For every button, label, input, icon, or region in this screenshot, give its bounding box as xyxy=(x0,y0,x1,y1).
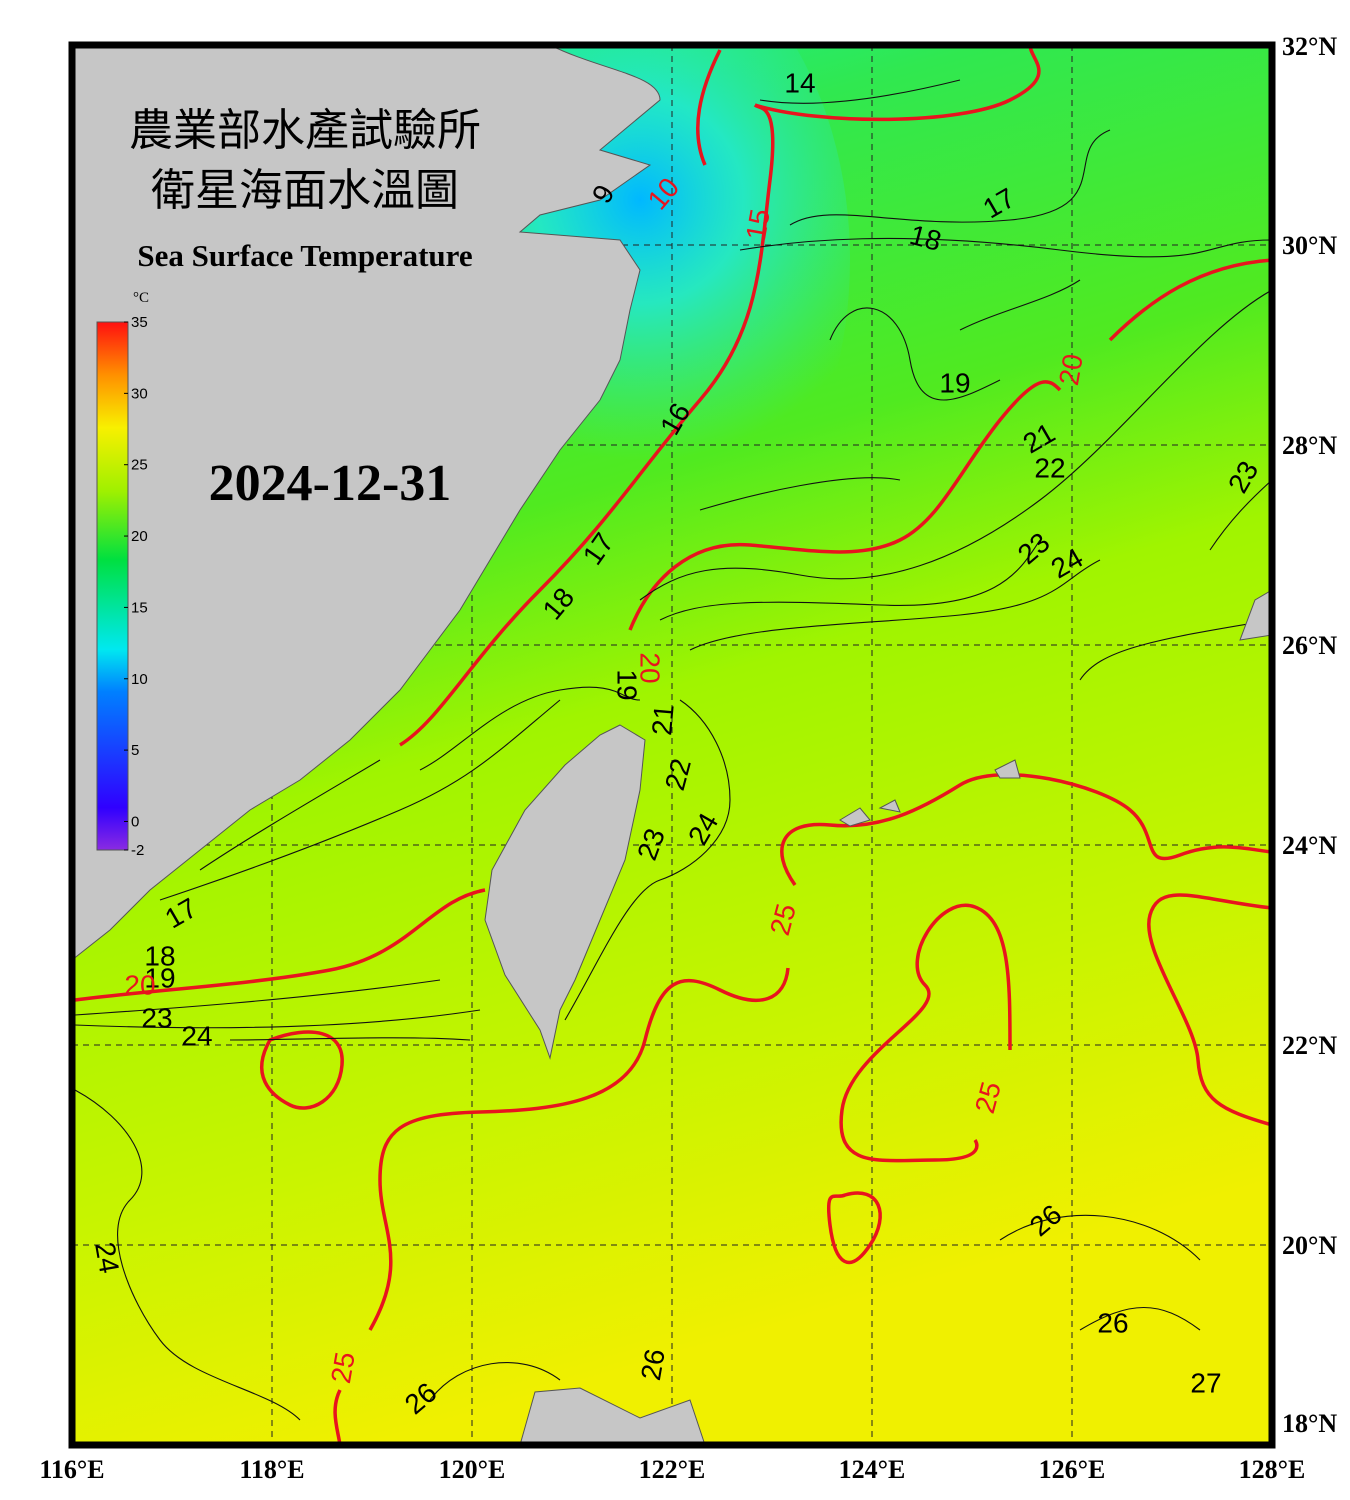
contour xyxy=(159,699,561,901)
colorbar-tick-label: 10 xyxy=(131,671,148,688)
title-zh: 衛星海面水溫圖 xyxy=(151,166,459,215)
contour xyxy=(419,686,641,771)
contour-label: 19 xyxy=(612,669,643,700)
lon-label: 118°E xyxy=(239,1455,304,1484)
contour-label: 25 xyxy=(325,1350,361,1386)
contour-label: 27 xyxy=(1190,1367,1221,1398)
contour xyxy=(628,380,1062,631)
contour xyxy=(564,699,731,1021)
contours xyxy=(74,45,1272,1445)
land-island xyxy=(1239,589,1272,641)
contour xyxy=(839,903,1012,1163)
lon-label: 124°E xyxy=(839,1455,906,1484)
colorbar-tick-label: 30 xyxy=(131,385,148,402)
lon-label: 122°E xyxy=(639,1455,706,1484)
contour xyxy=(696,49,722,166)
lat-label: 22°N xyxy=(1282,1031,1337,1060)
title-zh: 農業部水產試驗所 xyxy=(129,106,481,155)
contour xyxy=(759,79,961,104)
lon-label: 128°E xyxy=(1239,1455,1306,1484)
lat-label: 32°N xyxy=(1282,32,1337,61)
contour xyxy=(74,1089,301,1421)
lat-label: 30°N xyxy=(1282,231,1337,260)
title-en: Sea Surface Temperature xyxy=(137,238,472,273)
contour-label: 20 xyxy=(1053,352,1089,388)
lon-label: 126°E xyxy=(1039,1455,1106,1484)
land-china xyxy=(72,45,661,961)
contour xyxy=(259,1030,344,1110)
contour-label: 24 xyxy=(181,1020,212,1051)
contour xyxy=(74,979,441,1016)
contour-label: 18 xyxy=(144,940,175,971)
contour xyxy=(229,1037,471,1041)
contour xyxy=(399,103,775,747)
contour xyxy=(1108,258,1272,342)
colorbar-unit: °C xyxy=(133,290,149,306)
contour-label: 23 xyxy=(141,1002,172,1033)
frame xyxy=(68,41,1276,1449)
contour xyxy=(429,1362,561,1401)
contour xyxy=(699,477,901,511)
lon-label: 116°E xyxy=(39,1455,104,1484)
contour-label: 21 xyxy=(646,703,680,737)
contour xyxy=(333,1389,342,1445)
contour-label: 26 xyxy=(1097,1307,1128,1338)
land-taiwan xyxy=(484,724,646,1060)
contour xyxy=(74,1009,481,1029)
land-luzon xyxy=(519,1387,706,1445)
contour-label: 20 xyxy=(635,652,666,683)
contour-label: 15 xyxy=(740,207,776,243)
map-area: 14 17 18 19 20 21 22 23 23 24 10 9 15 16… xyxy=(72,45,1272,1445)
contour xyxy=(789,129,1111,226)
colorbar-tick-label: 20 xyxy=(131,528,148,545)
contour xyxy=(754,45,1041,122)
lat-label: 20°N xyxy=(1282,1231,1337,1260)
colorbar-tick-label: -2 xyxy=(131,842,144,859)
contour xyxy=(1079,619,1272,681)
lat-label: 26°N xyxy=(1282,631,1337,660)
contour xyxy=(999,1214,1201,1261)
lat-label: 18°N xyxy=(1282,1409,1337,1438)
contour-label: 19 xyxy=(939,367,970,398)
lat-label: 28°N xyxy=(1282,431,1337,460)
colorbar-tick-label: 0 xyxy=(131,813,139,830)
contour xyxy=(780,772,1272,887)
contour xyxy=(1147,893,1272,1127)
contour xyxy=(829,307,1001,401)
colorbar xyxy=(96,321,129,851)
contour xyxy=(639,289,1272,601)
lat-label: 24°N xyxy=(1282,831,1337,860)
contour xyxy=(199,759,381,871)
contour xyxy=(1209,479,1272,551)
contour xyxy=(739,237,1272,258)
contour-label: 22 xyxy=(1034,452,1065,483)
contour xyxy=(689,559,1101,651)
colorbar-tick-label: 5 xyxy=(131,742,139,759)
contour xyxy=(368,967,790,1331)
contour xyxy=(826,1191,882,1265)
colorbar-tick-label: 35 xyxy=(131,314,148,331)
contour-label: 20 xyxy=(124,969,155,1000)
contour xyxy=(959,279,1081,331)
colorbar-tick-label: 25 xyxy=(131,457,148,474)
contour-label: 19 xyxy=(144,962,175,993)
lon-label: 120°E xyxy=(439,1455,506,1484)
contour xyxy=(659,539,1041,621)
colorbar-tick-label: 15 xyxy=(131,599,148,616)
date: 2024-12-31 xyxy=(209,455,452,512)
contour xyxy=(74,888,486,1002)
contour-label: 24 xyxy=(89,1240,125,1276)
contour-label: 14 xyxy=(784,67,815,98)
contour xyxy=(1079,1306,1201,1331)
contour-label: 26 xyxy=(635,1347,671,1383)
land-island xyxy=(839,759,1021,827)
